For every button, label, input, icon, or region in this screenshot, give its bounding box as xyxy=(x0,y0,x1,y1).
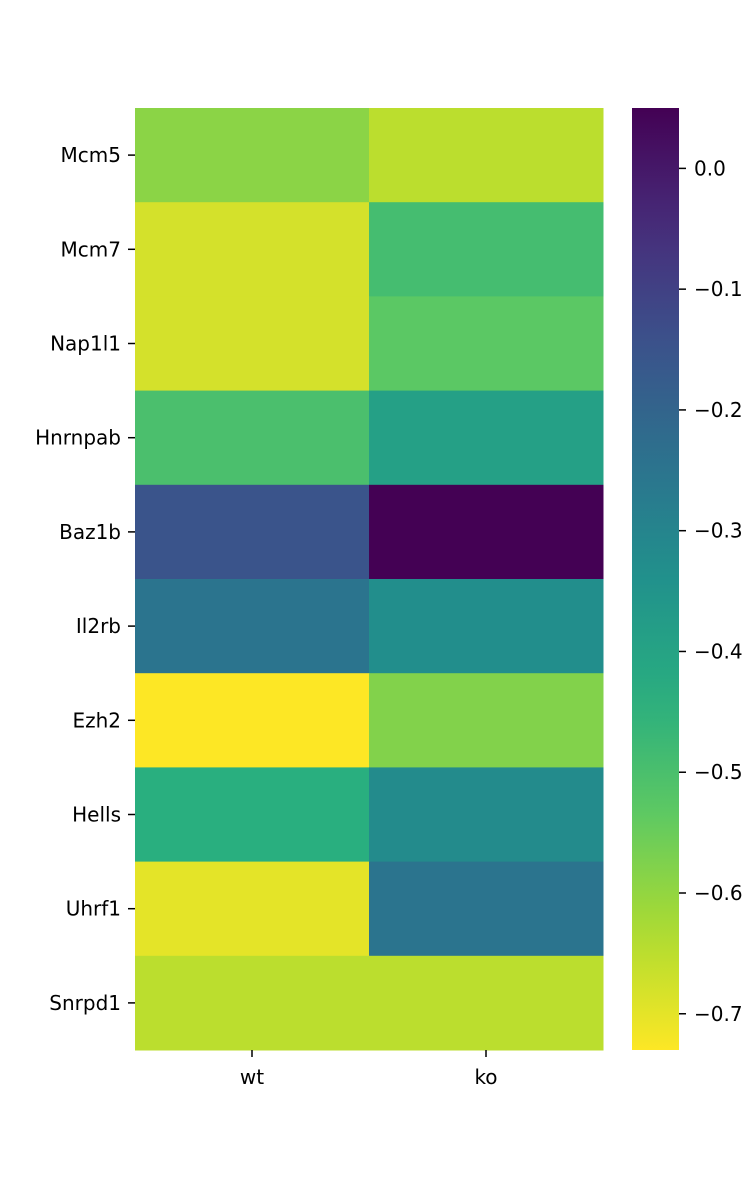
heatmap-cells xyxy=(135,108,604,1051)
heatmap-cell-nap1l1-ko xyxy=(369,296,604,392)
colorbar-tick-label: −0.3 xyxy=(694,519,743,543)
row-label-il2rb: Il2rb xyxy=(76,614,121,638)
column-label-ko: ko xyxy=(474,1065,497,1089)
row-label-uhrf1: Uhrf1 xyxy=(66,897,121,921)
heatmap-cell-mcm5-ko xyxy=(369,108,604,203)
heatmap-cell-hnrnpab-wt xyxy=(135,390,370,486)
heatmap-cell-snrpd1-ko xyxy=(369,955,604,1051)
heatmap-cell-ezh2-wt xyxy=(135,673,370,768)
heatmap-cell-mcm7-ko xyxy=(369,202,604,297)
heatmap-cell-uhrf1-wt xyxy=(135,861,370,957)
heatmap-cell-ezh2-ko xyxy=(369,673,604,768)
row-label-hnrnpab: Hnrnpab xyxy=(35,426,121,450)
colorbar-tick-label: −0.4 xyxy=(694,639,743,663)
column-labels: wt ko xyxy=(240,1050,498,1089)
heatmap-cell-hells-ko xyxy=(369,767,604,863)
row-labels: Mcm5 Mcm7 Nap1l1 Hnrnpab Baz1b Il2rb Ezh2 Hells… xyxy=(35,143,135,1015)
row-label-snrpd1: Snrpd1 xyxy=(49,991,121,1015)
heatmap-cell-snrpd1-wt xyxy=(135,955,370,1051)
row-label-ezh2: Ezh2 xyxy=(72,708,121,732)
row-label-baz1b: Baz1b xyxy=(59,520,121,544)
heatmap-cell-baz1b-ko xyxy=(369,484,604,580)
colorbar-tick-label: −0.2 xyxy=(694,398,743,422)
heatmap-cell-hnrnpab-ko xyxy=(369,390,604,486)
row-label-mcm5: Mcm5 xyxy=(61,143,121,167)
row-label-hells: Hells xyxy=(72,803,121,827)
heatmap-cell-nap1l1-wt xyxy=(135,296,370,392)
heatmap-cell-uhrf1-ko xyxy=(369,861,604,957)
heatmap-cell-mcm5-wt xyxy=(135,108,370,203)
heatmap-cell-mcm7-wt xyxy=(135,202,370,297)
colorbar-tick-label: −0.6 xyxy=(694,881,743,905)
heatmap-cell-hells-wt xyxy=(135,767,370,863)
colorbar-tick-label: 0.0 xyxy=(694,156,726,180)
colorbar-tick-label: −0.5 xyxy=(694,760,743,784)
colorbar-tick-label: −0.1 xyxy=(694,277,743,301)
heatmap-cell-il2rb-ko xyxy=(369,579,604,674)
colorbar-tick-label: −0.7 xyxy=(694,1002,743,1026)
heatmap-cell-baz1b-wt xyxy=(135,484,370,580)
colorbar-gradient xyxy=(632,108,679,1050)
heatmap-cell-il2rb-wt xyxy=(135,579,370,674)
row-label-mcm7: Mcm7 xyxy=(61,237,121,261)
column-label-wt: wt xyxy=(240,1065,264,1089)
colorbar: 0.0 −0.1 −0.2 −0.3 −0.4 −0.5 −0.6 −0.7 xyxy=(632,108,743,1050)
row-label-nap1l1: Nap1l1 xyxy=(50,332,121,356)
